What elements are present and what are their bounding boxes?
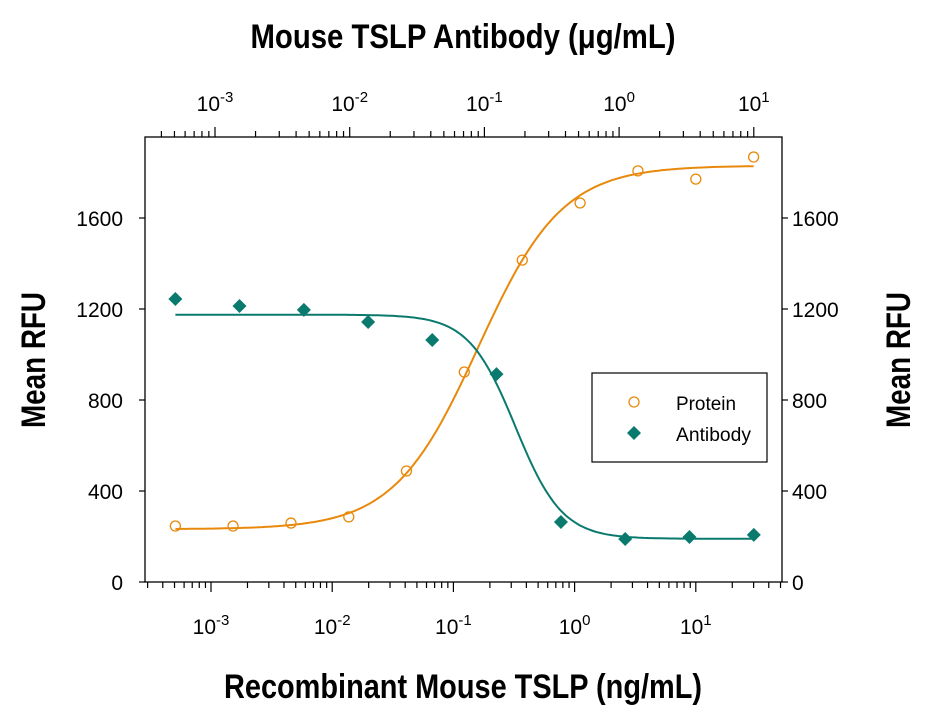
protein-data-point [747,151,760,163]
legend: Protein Antibody [591,372,768,463]
fit-curves [175,165,754,540]
plot-frame [144,136,783,583]
antibody-data-point [682,529,697,544]
right-y-tick-label: 400 [792,481,827,504]
protein-data-point [690,173,702,185]
top-x-tick-label: 10-1 [466,89,503,116]
right-y-axis-title: Mean RFU [880,292,918,428]
protein-data-point [400,465,413,477]
legend-protein-label: Protein [676,394,736,415]
top-x-tick-label: 10-2 [331,89,368,116]
legend-protein-marker [628,396,640,408]
protein-data-point [574,197,586,209]
antibody-data-point [489,367,504,382]
top-x-tick-label: 100 [603,89,635,116]
left-y-tick-label: 1200 [76,299,123,322]
legend-antibody-marker [627,426,641,440]
left-y-axis-title: Mean RFU [15,292,53,428]
legend-box [591,372,768,463]
bottom-x-tick-label: 101 [680,612,712,639]
protein-data-point [632,165,644,177]
protein-data-point [516,254,528,266]
antibody-data-point [232,299,247,314]
right-y-tick-label: 0 [792,572,804,595]
right-y-tick-label: 1200 [792,299,839,322]
right-y-tick-label: 800 [792,390,827,413]
axis-ticks: 10-3 10-2 10-1 100 101 10-3 10-2 10-1 100 101 0 0 40… [76,89,838,639]
top-x-tick-label: 10-3 [197,89,234,116]
top-x-axis-title: Mouse TSLP Antibody (μg/mL) [251,18,676,56]
antibody-data-point [553,514,568,529]
protein-fit-curve [175,165,754,530]
antibody-data-point [168,291,183,306]
antibody-data-point [618,532,633,547]
protein-data-point [343,511,355,523]
antibody-data-point [746,527,761,542]
protein-data-point [169,520,182,532]
right-y-tick-label: 1600 [792,208,839,231]
left-y-tick-label: 800 [88,390,123,413]
left-y-tick-label: 1600 [76,208,123,231]
bottom-x-tick-label: 10-2 [314,612,351,639]
antibody-data-point [425,332,440,347]
left-y-tick-label: 0 [111,572,123,595]
protein-data-point [227,520,239,532]
bottom-x-tick-label: 10-1 [435,612,472,639]
bottom-x-axis-title: Recombinant Mouse TSLP (ng/mL) [224,668,702,706]
left-y-tick-label: 400 [88,481,123,504]
protein-data-point [285,517,297,529]
antibody-fit-curve [175,313,754,540]
antibody-data-point [361,314,376,329]
legend-antibody-label: Antibody [676,425,751,446]
bottom-x-tick-label: 10-3 [193,612,230,639]
bottom-x-tick-label: 100 [559,612,591,639]
top-x-tick-label: 101 [738,89,770,116]
protein-data-point [458,366,470,378]
antibody-data-point [296,302,311,317]
data-points [168,151,761,547]
